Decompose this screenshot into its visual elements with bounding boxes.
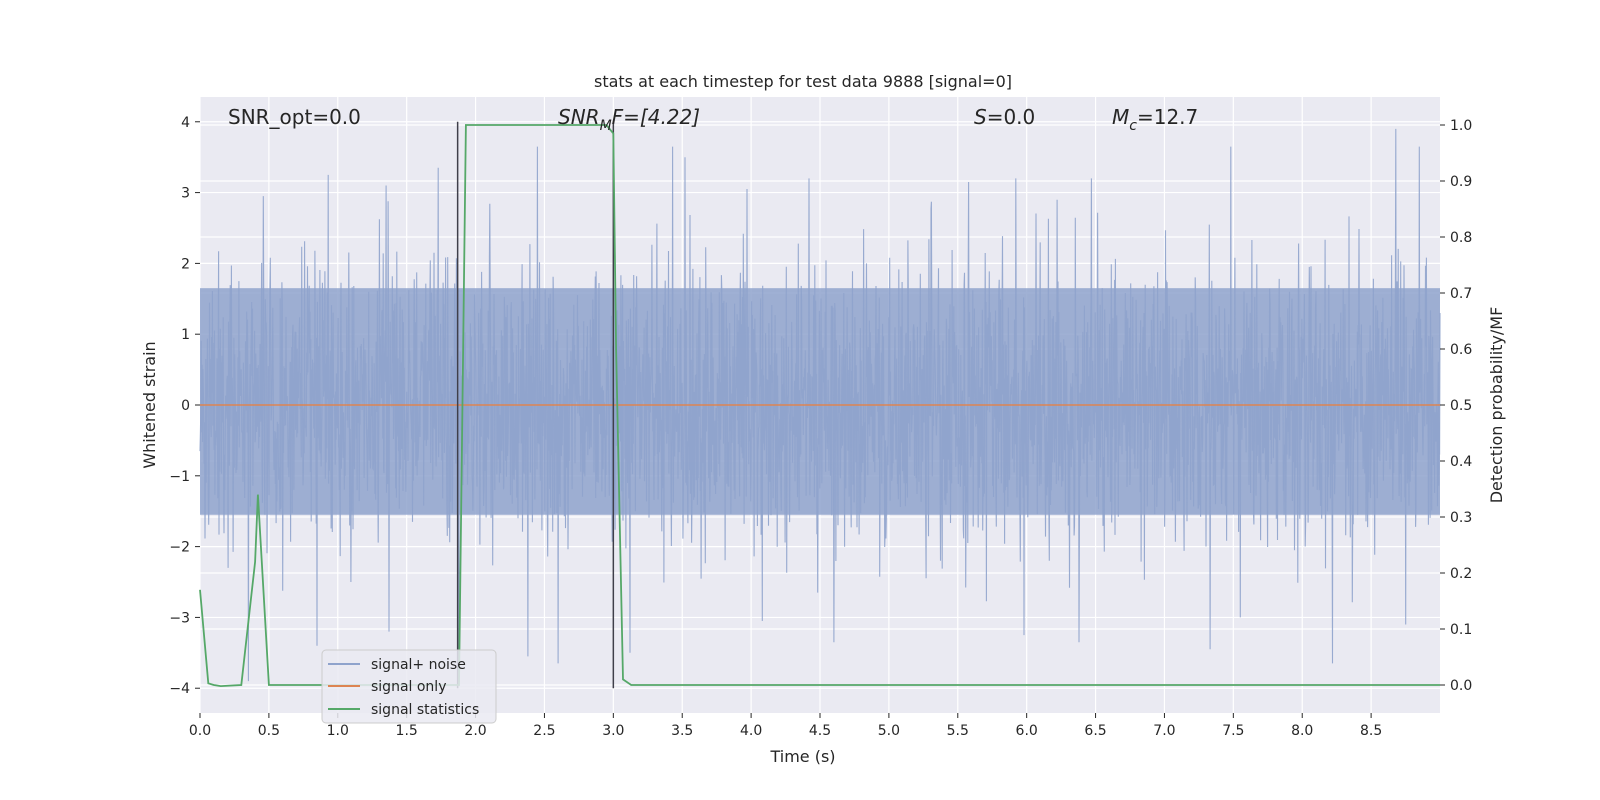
x-tick-label: 0.5 [258,723,280,739]
s-italic: S [974,105,987,129]
y-right-tick-label: 0.6 [1450,342,1472,358]
series-signal-noise [199,128,1441,682]
annotations: SNR_opt=0.0 SNRMF=[4.22] S=0.0 Mc=12.7 [228,105,1198,134]
mc-rest: =12.7 [1137,105,1198,129]
y-tick-label: −1 [169,469,190,485]
mc-italic: M [1112,105,1129,129]
legend-label-signal-statistics: signal statistics [371,702,479,718]
y-axis-ticks-left: 4 3 2 1 0 −1 −2 −3 −4 [169,115,200,697]
x-tick-label: 7.5 [1222,723,1244,739]
mc-annotation: Mc=12.7 [1112,105,1198,134]
legend-label-signal-noise: signal+ noise [371,657,466,673]
y-right-tick-label: 0.1 [1450,622,1472,638]
x-axis-label: Time (s) [769,747,835,766]
y-right-tick-label: 0.3 [1450,510,1472,526]
noise-trace [199,128,1441,682]
snr-mf-sub: M [600,118,612,134]
y-axis-label-left: Whitened strain [140,341,159,468]
y-axis-label-right: Detection probability/MF [1487,307,1506,504]
vertical-markers [456,121,615,689]
s-annotation: S=0.0 [974,105,1035,129]
y-tick-label: −2 [169,540,190,556]
y-tick-label: 4 [181,115,190,131]
x-tick-label: 2.5 [533,723,555,739]
x-tick-label: 4.0 [740,723,762,739]
x-tick-label: 8.5 [1360,723,1382,739]
y-tick-label: 2 [181,256,190,272]
y-right-tick-label: 0.7 [1450,286,1472,302]
x-tick-label: 1.0 [327,723,349,739]
y-right-tick-label: 0.0 [1450,678,1472,694]
mc-sub: c [1129,118,1137,134]
y-right-tick-label: 0.8 [1450,230,1472,246]
y-tick-label: −4 [169,681,190,697]
y-tick-label: 3 [181,186,190,202]
x-tick-label: 5.0 [878,723,900,739]
x-tick-label: 5.5 [947,723,969,739]
snr-mf-rest: F=[4.22] [612,105,700,129]
s-rest: =0.0 [987,105,1036,129]
x-axis-ticks: 0.0 0.5 1.0 1.5 2.0 2.5 3.0 3.5 4.0 4.5 5.0 5.5 6.0 6… [189,713,1382,739]
y-axis-ticks-right: 1.0 0.9 0.8 0.7 0.6 0.5 0.4 0.3 0.2 0.1 0.0 [1440,118,1472,694]
x-tick-label: 8.0 [1291,723,1313,739]
legend-label-signal-only: signal only [371,679,446,695]
y-right-tick-label: 0.9 [1450,174,1472,190]
snr-mf-base: SNR [558,105,600,129]
y-right-tick-label: 0.4 [1450,454,1472,470]
y-tick-label: 0 [181,398,190,414]
chart-title: stats at each timestep for test data 988… [594,72,1012,91]
x-tick-label: 3.5 [671,723,693,739]
x-tick-label: 2.0 [464,723,486,739]
x-tick-label: 1.5 [396,723,418,739]
snr-opt-annotation: SNR_opt=0.0 [228,105,361,129]
snr-mf-annotation: SNRMF=[4.22] [558,105,700,134]
x-tick-label: 6.5 [1084,723,1106,739]
y-tick-label: −3 [169,610,190,626]
x-tick-label: 6.0 [1016,723,1038,739]
y-right-tick-label: 0.2 [1450,566,1472,582]
x-tick-label: 4.5 [809,723,831,739]
y-right-tick-label: 0.5 [1450,398,1472,414]
x-tick-label: 7.0 [1153,723,1175,739]
y-tick-label: 1 [181,327,190,343]
x-tick-label: 3.0 [602,723,624,739]
legend: signal+ noise signal only signal statist… [321,649,497,724]
legend-box [321,649,497,724]
y-right-tick-label: 1.0 [1450,118,1472,134]
x-tick-label: 0.0 [189,723,211,739]
